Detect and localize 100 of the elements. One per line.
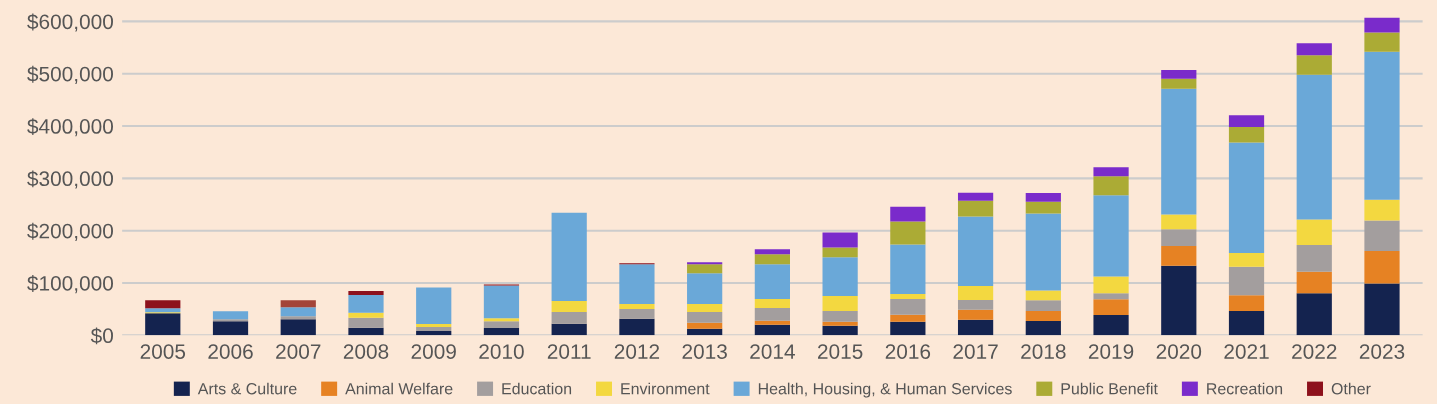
- y-tick-label: $300,000: [27, 170, 114, 189]
- x-tick-label: 2020: [1156, 344, 1202, 359]
- bar: [1296, 293, 1332, 336]
- legend-label: Arts & Culture: [197, 382, 297, 395]
- bar: [687, 303, 723, 312]
- x-tick-label: 2023: [1359, 344, 1405, 359]
- bar: [822, 296, 858, 311]
- bar: [1025, 213, 1061, 291]
- bar: [754, 307, 790, 321]
- y-tick-label: $200,000: [27, 222, 114, 241]
- bar: [1025, 290, 1061, 301]
- legend-label: Public Benefit: [1061, 382, 1158, 395]
- bar: [416, 287, 452, 325]
- x-tick-label: 2018: [1021, 344, 1066, 359]
- bar: [754, 264, 790, 299]
- bar: [754, 320, 790, 325]
- bar: [957, 192, 994, 201]
- bar: [416, 324, 452, 328]
- bar: [551, 323, 587, 336]
- x-tick-label: 2011: [547, 344, 591, 359]
- bar: [890, 314, 926, 322]
- bar: [1161, 229, 1197, 247]
- bar: [1364, 220, 1400, 251]
- bar: [687, 273, 723, 304]
- bar: [280, 300, 316, 308]
- bar: [754, 249, 790, 255]
- bar: [822, 321, 858, 326]
- legend-label: Health, Housing, & Human Services: [758, 382, 1012, 398]
- bar: [1364, 283, 1400, 336]
- bar: [280, 307, 316, 317]
- legend-label: Animal Welfare: [345, 382, 453, 395]
- bar: [754, 324, 790, 336]
- bar: [1228, 295, 1265, 312]
- x-tick-label: 2019: [1088, 344, 1134, 359]
- bar: [551, 301, 587, 312]
- bar: [1161, 69, 1197, 79]
- bar: [957, 216, 994, 287]
- bar: [1228, 142, 1265, 254]
- legend-label: Other: [1331, 382, 1371, 395]
- bar: [483, 318, 520, 322]
- bar: [1228, 127, 1265, 143]
- bar: [822, 310, 858, 322]
- x-tick-label: 2016: [885, 344, 931, 359]
- bar: [483, 328, 520, 336]
- bar: [619, 303, 655, 309]
- bar: [957, 286, 994, 300]
- bar: [1296, 55, 1332, 75]
- bar: [1296, 271, 1332, 294]
- bar: [551, 212, 587, 301]
- bar: [890, 298, 926, 315]
- bar: [145, 308, 181, 313]
- y-tick-label: $100,000: [27, 275, 114, 294]
- bar: [1296, 219, 1332, 246]
- bar: [280, 319, 316, 336]
- bar: [1093, 176, 1129, 196]
- bar: [1093, 293, 1129, 300]
- bar: [1161, 78, 1197, 89]
- x-tick-label: 2017: [953, 344, 998, 359]
- bar: [348, 295, 384, 313]
- bar: [957, 200, 994, 217]
- bar: [1093, 276, 1129, 294]
- bar: [1364, 51, 1400, 200]
- bar: [687, 264, 723, 274]
- bar: [1364, 250, 1400, 284]
- bar: [1364, 32, 1400, 52]
- bar: [619, 308, 655, 319]
- bar: [957, 319, 994, 336]
- bar: [890, 221, 926, 245]
- x-tick-label: 2014: [750, 344, 795, 359]
- bar: [1296, 74, 1332, 220]
- legend-label: Recreation: [1207, 382, 1283, 395]
- bar: [822, 257, 858, 297]
- bar: [1364, 199, 1400, 221]
- legend-label: Environment: [621, 382, 710, 395]
- x-tick-label: 2010: [479, 344, 524, 359]
- bar: [1025, 300, 1061, 312]
- y-tick-label: $600,000: [27, 13, 114, 32]
- y-tick-label: $500,000: [27, 65, 114, 84]
- bar: [416, 327, 452, 332]
- y-tick-label: $400,000: [27, 118, 114, 137]
- bar: [890, 321, 926, 336]
- bar: [551, 311, 587, 324]
- x-tick-label: 2008: [343, 344, 389, 359]
- bar: [1093, 299, 1129, 315]
- bar: [348, 312, 384, 318]
- bar: [1093, 314, 1129, 336]
- bar: [822, 247, 858, 258]
- bar: [1296, 245, 1332, 272]
- bar: [687, 328, 723, 336]
- bar: [145, 300, 181, 309]
- bar: [1228, 115, 1265, 128]
- bar: [754, 254, 790, 265]
- x-tick-label: 2012: [614, 344, 660, 359]
- bar: [957, 309, 994, 320]
- legend-label: Education: [502, 382, 572, 395]
- bar: [890, 244, 926, 294]
- bar: [212, 311, 249, 320]
- bar: [416, 331, 452, 336]
- bar: [1093, 167, 1129, 177]
- bar: [1364, 17, 1400, 33]
